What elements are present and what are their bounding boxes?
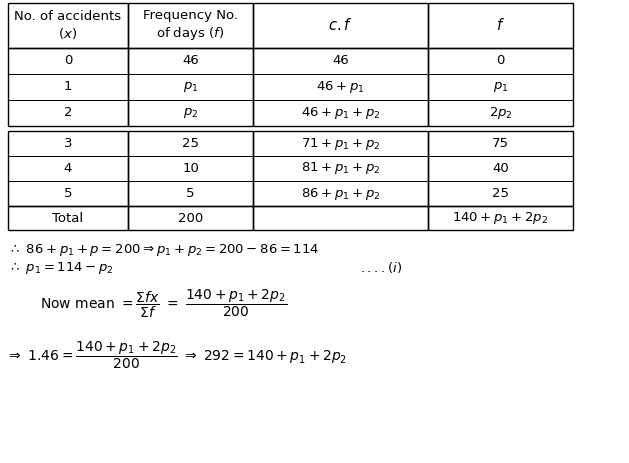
Text: 200: 200 bbox=[178, 212, 203, 225]
Bar bbox=[253, 206, 428, 230]
Bar bbox=[128, 48, 253, 126]
Text: $p_1$: $p_1$ bbox=[183, 80, 198, 94]
Text: $46 + p_1 + p_2$: $46 + p_1 + p_2$ bbox=[301, 105, 380, 121]
Text: 1: 1 bbox=[64, 81, 72, 94]
Text: 46: 46 bbox=[332, 55, 349, 68]
Text: $2p_2$: $2p_2$ bbox=[489, 105, 513, 121]
Bar bbox=[428, 3, 573, 48]
Text: 5: 5 bbox=[64, 187, 72, 200]
Text: 46: 46 bbox=[182, 55, 199, 68]
Text: $....(i)$: $....(i)$ bbox=[360, 260, 402, 275]
Bar bbox=[428, 48, 573, 126]
Text: 0: 0 bbox=[496, 55, 504, 68]
Text: $\therefore\ p_1 = 114 - p_2$: $\therefore\ p_1 = 114 - p_2$ bbox=[8, 260, 114, 276]
Bar bbox=[253, 3, 428, 48]
Text: $\therefore\ 86 + p_1 + p = 200 \Rightarrow p_1 + p_2 = 200 - 86 = 114$: $\therefore\ 86 + p_1 + p = 200 \Rightar… bbox=[8, 242, 319, 258]
Text: $71 + p_1 + p_2$: $71 + p_1 + p_2$ bbox=[301, 136, 380, 151]
Text: $f$: $f$ bbox=[496, 18, 505, 33]
Bar bbox=[128, 131, 253, 206]
Text: 25: 25 bbox=[182, 137, 199, 150]
Text: $p_1$: $p_1$ bbox=[493, 80, 508, 94]
Text: No. of accidents
$(x)$: No. of accidents $(x)$ bbox=[14, 10, 121, 41]
Bar bbox=[428, 131, 573, 206]
Bar bbox=[128, 206, 253, 230]
Text: 5: 5 bbox=[186, 187, 195, 200]
Bar bbox=[8, 131, 128, 206]
Text: 10: 10 bbox=[182, 162, 199, 175]
Bar bbox=[253, 131, 428, 206]
Bar bbox=[128, 3, 253, 48]
Text: $81 + p_1 + p_2$: $81 + p_1 + p_2$ bbox=[301, 161, 380, 176]
Text: Total: Total bbox=[52, 212, 84, 225]
Text: 40: 40 bbox=[492, 162, 509, 175]
Text: Frequency No.
of days $(f)$: Frequency No. of days $(f)$ bbox=[143, 9, 238, 42]
Text: $p_2$: $p_2$ bbox=[183, 106, 198, 120]
Text: 2: 2 bbox=[64, 106, 72, 119]
Text: 3: 3 bbox=[64, 137, 72, 150]
Text: $46 + p_1$: $46 + p_1$ bbox=[316, 79, 365, 95]
Text: $\Rightarrow\ 1.46 = \dfrac{140 + p_1 + 2p_2}{200}\ \Rightarrow\ 292 = 140 + p_1: $\Rightarrow\ 1.46 = \dfrac{140 + p_1 + … bbox=[6, 340, 347, 371]
Bar bbox=[8, 3, 128, 48]
Text: 75: 75 bbox=[492, 137, 509, 150]
Bar bbox=[8, 206, 128, 230]
Bar bbox=[253, 48, 428, 126]
Bar bbox=[8, 48, 128, 126]
Text: 0: 0 bbox=[64, 55, 72, 68]
Text: Now mean $= \dfrac{\Sigma f x}{\Sigma f}\ =\ \dfrac{140 + p_1 + 2p_2}{200}$: Now mean $= \dfrac{\Sigma f x}{\Sigma f}… bbox=[40, 288, 287, 320]
Text: 25: 25 bbox=[492, 187, 509, 200]
Text: $86 + p_1 + p_2$: $86 + p_1 + p_2$ bbox=[301, 186, 380, 201]
Bar bbox=[428, 206, 573, 230]
Text: 4: 4 bbox=[64, 162, 72, 175]
Text: $c.f$: $c.f$ bbox=[328, 18, 353, 33]
Text: $140 + p_1 + 2p_2$: $140 + p_1 + 2p_2$ bbox=[452, 210, 548, 226]
